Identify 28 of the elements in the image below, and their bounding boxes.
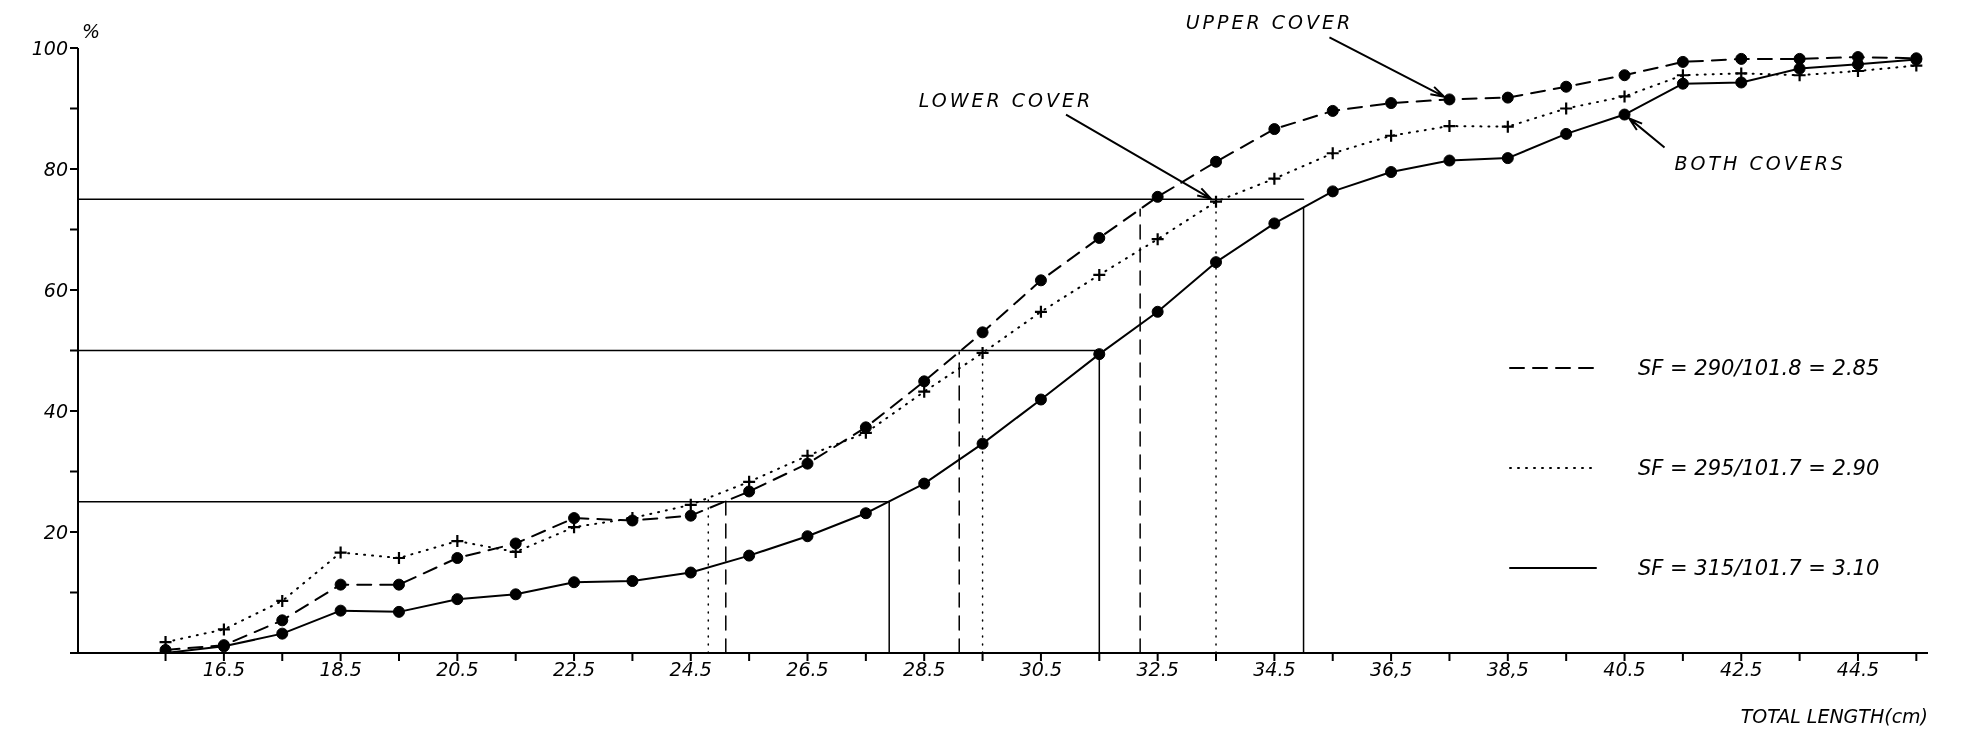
- x-tick-label: 34.5: [1253, 658, 1296, 681]
- x-tick-label: 40.5: [1603, 658, 1646, 681]
- x-tick-label: 24.5: [669, 658, 712, 681]
- x-tick-label: 18.5: [319, 658, 362, 681]
- x-tick-label: 16.5: [202, 658, 246, 681]
- legend-label: SF = 315/101.7 = 3.10: [1638, 556, 1880, 580]
- legend-label: SF = 295/101.7 = 2.90: [1638, 456, 1880, 480]
- annotation: LOWER COVER: [918, 88, 1094, 111]
- x-tick-label: 42.5: [1720, 658, 1763, 681]
- y-tick-label: 100: [31, 36, 68, 59]
- x-axis-title: TOTAL LENGTH(cm): [1740, 705, 1928, 727]
- x-tick-label: 26.5: [786, 658, 829, 681]
- x-tick-label: 32.5: [1136, 658, 1179, 681]
- annotation: UPPER COVER: [1185, 11, 1354, 34]
- x-tick-label: 22.5: [552, 658, 596, 681]
- y-tick-label: 80: [43, 157, 68, 180]
- x-tick-label: 38,5: [1486, 658, 1529, 681]
- x-tick-label: 44.5: [1836, 658, 1880, 681]
- y-tick-label: 60: [43, 278, 68, 301]
- x-tick-label: 30.5: [1019, 658, 1063, 681]
- x-tick-label: 28.5: [903, 658, 946, 681]
- legend-label: SF = 290/101.8 = 2.85: [1638, 356, 1880, 380]
- x-tick-label: 20.5: [436, 658, 479, 681]
- y-tick-label: 40: [43, 399, 68, 422]
- y-axis-title: %: [82, 20, 101, 42]
- annotation: BOTH COVERS: [1674, 151, 1846, 174]
- y-tick-label: 20: [43, 520, 68, 543]
- x-tick-label: 36,5: [1369, 658, 1413, 681]
